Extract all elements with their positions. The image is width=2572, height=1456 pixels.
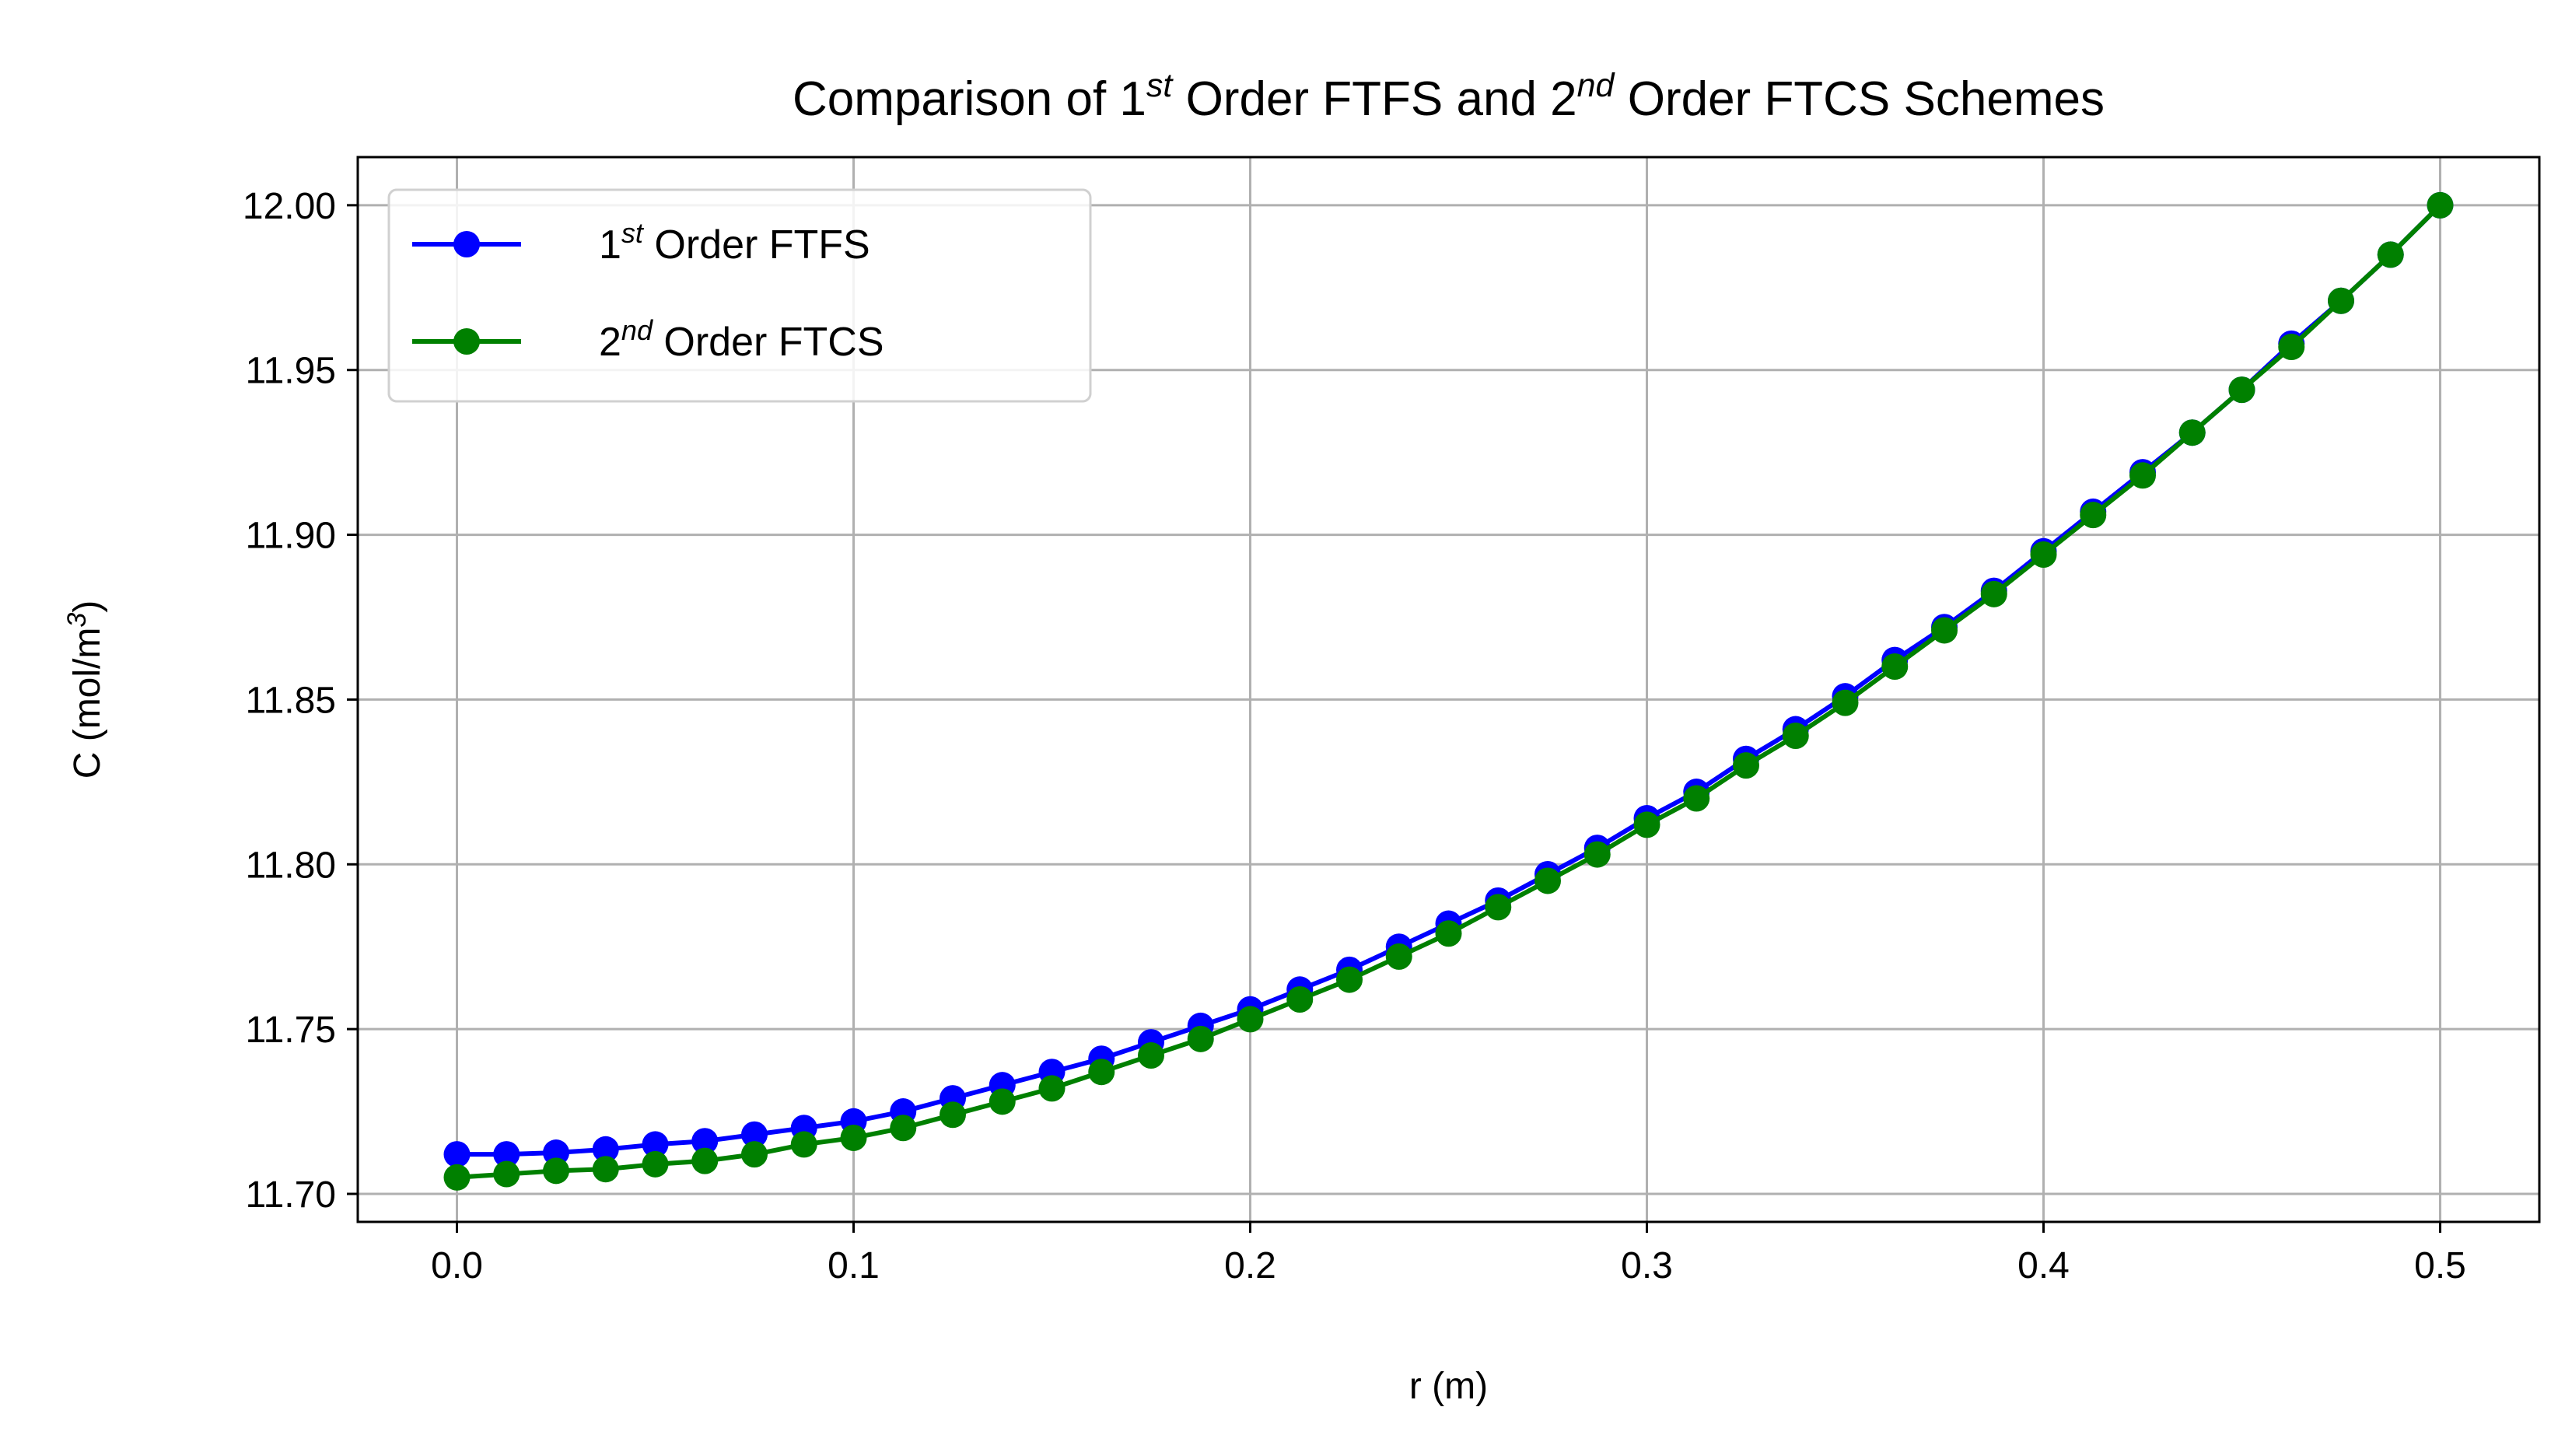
data-point — [940, 1101, 966, 1129]
text-part: C (mol/m — [67, 628, 108, 779]
data-point — [2377, 241, 2404, 268]
text-part: Order FTFS and 2 — [1172, 72, 1576, 126]
data-point — [543, 1139, 569, 1167]
text-part: st — [1146, 67, 1174, 104]
data-point — [1485, 894, 1512, 921]
legend-label: 1st Order FTFS — [599, 217, 870, 268]
data-point — [1237, 1006, 1264, 1033]
data-point — [2228, 376, 2255, 404]
text-part: Comparison of 1 — [793, 72, 1146, 126]
x-tick-label: 0.4 — [2017, 1245, 2070, 1286]
data-point — [2328, 287, 2354, 314]
y-tick-label: 11.75 — [245, 1010, 336, 1051]
data-point — [2129, 462, 2156, 489]
data-point — [1583, 841, 1611, 868]
text-part: st — [621, 217, 645, 249]
data-point — [443, 1141, 471, 1168]
data-point — [741, 1141, 768, 1168]
text-part: Order FTFS — [643, 222, 870, 268]
axis-ticks: 0.0 0.1 0.2 0.3 0.4 0.511.7011.7511.8011.8511… — [243, 186, 2466, 1286]
legend-marker — [453, 231, 480, 257]
chart-title: Comparison of 1st Order FTFS and 2nd Ord… — [793, 67, 2105, 126]
data-point — [2030, 541, 2057, 568]
plot-frame — [356, 156, 2541, 1223]
data-point — [790, 1131, 817, 1158]
data-point — [1385, 943, 1412, 970]
data-point — [1832, 689, 1859, 716]
text-part: Order FTCS Schemes — [1614, 72, 2104, 126]
y-tick-label: 11.90 — [245, 516, 336, 557]
data-point — [493, 1160, 520, 1188]
legend: 1st Order FTFS 2nd Order FTCS — [387, 188, 1092, 403]
data-point — [741, 1121, 768, 1148]
data-point — [840, 1124, 867, 1151]
text-part: 3 — [62, 613, 92, 628]
x-tick-label: 0.1 — [828, 1245, 880, 1286]
y-tick-label: 11.70 — [245, 1174, 336, 1216]
x-tick-label: 0.2 — [1224, 1245, 1276, 1286]
legend-box — [387, 188, 1092, 403]
y-tick-label: 11.95 — [245, 351, 336, 392]
data-point — [642, 1131, 669, 1158]
text-part: nd — [1577, 67, 1616, 104]
data-point — [493, 1141, 520, 1168]
data-point — [691, 1128, 719, 1155]
data-point — [989, 1088, 1016, 1115]
data-point — [443, 1164, 471, 1191]
data-point — [1633, 811, 1660, 838]
data-point — [1138, 1042, 1164, 1069]
legend-item: 2nd Order FTCS — [412, 314, 884, 365]
data-point — [2080, 502, 2107, 529]
data-point — [1187, 1025, 1214, 1052]
legend-item: 1st Order FTFS — [412, 217, 870, 268]
x-tick-label: 0.3 — [1621, 1245, 1673, 1286]
data-point — [1088, 1059, 1115, 1086]
legend-label: 2nd Order FTCS — [599, 314, 884, 365]
data-point — [543, 1157, 569, 1185]
text-part: 2 — [599, 320, 621, 365]
data-point — [1435, 920, 1462, 947]
data-point — [1683, 785, 1710, 812]
text-part: 1 — [599, 222, 621, 268]
text-part: nd — [621, 314, 653, 346]
y-axis-label: C (mol/m3) — [62, 600, 108, 779]
data-point — [1733, 752, 1759, 779]
data-point — [1286, 985, 1314, 1013]
text-part: ) — [67, 600, 108, 613]
data-point — [592, 1136, 619, 1163]
data-point — [2278, 334, 2305, 361]
data-point — [1336, 966, 1363, 993]
data-point — [592, 1156, 619, 1183]
data-point — [1931, 617, 1958, 644]
x-tick-label: 0.5 — [2414, 1245, 2466, 1286]
data-point — [642, 1150, 669, 1178]
data-point — [1980, 580, 2007, 607]
x-tick-label: 0.0 — [431, 1245, 483, 1286]
text-part: Order FTCS — [653, 320, 884, 365]
data-point — [691, 1147, 719, 1174]
data-point — [1534, 867, 1561, 894]
y-tick-label: 11.85 — [245, 680, 336, 721]
legend-marker — [453, 328, 480, 355]
data-point — [2178, 419, 2206, 446]
data-point — [1782, 723, 1809, 750]
data-point — [1038, 1075, 1066, 1102]
data-point — [1881, 653, 1909, 681]
x-axis-label: r (m) — [1409, 1366, 1488, 1407]
data-point — [2427, 191, 2454, 219]
y-tick-label: 12.00 — [243, 186, 336, 227]
data-point — [890, 1115, 917, 1142]
series-group — [443, 191, 2454, 1191]
y-tick-label: 11.80 — [245, 845, 336, 886]
